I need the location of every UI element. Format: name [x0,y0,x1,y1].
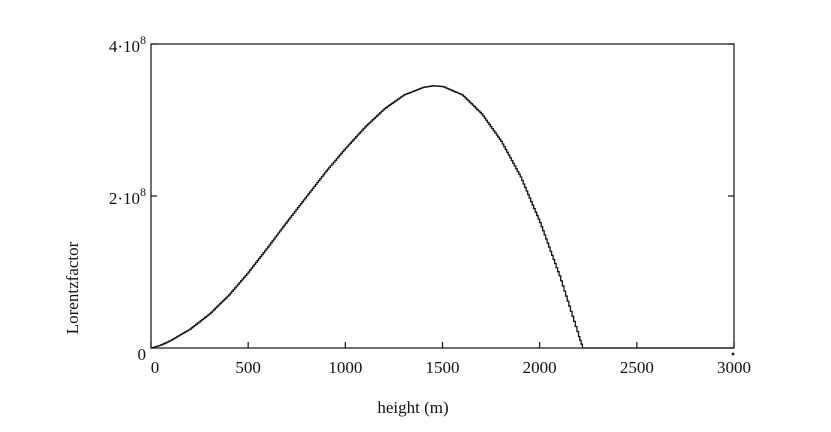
y-axis-title: Lorentzfactor [63,241,82,334]
y-tick-exponent: 8 [140,33,146,47]
x-tick-label: 3000 [717,358,751,377]
x-tick-label: 1000 [328,358,362,377]
x-tick-label: 0 [151,358,160,377]
x-tick-label: 1500 [426,358,460,377]
x-axis-ticks: 0 500 1000 1500 2000 2500 3000 [150,342,751,377]
plot-frame [150,43,735,349]
series-line [151,85,734,349]
axis-end-dot [731,352,735,356]
x-tick-label: 2500 [620,358,654,377]
y-tick-label: 0 [138,345,147,364]
y-tick-label: 4·108 [109,33,146,56]
x-tick-label: 500 [235,358,261,377]
y-tick-mantissa: 4·10 [109,37,140,56]
x-axis-title: height (m) [377,398,448,417]
y-tick-mantissa: 2·10 [109,189,140,208]
series-layer [151,85,735,356]
x-tick-label: 2000 [523,358,557,377]
y-tick-label: 2·108 [109,185,146,208]
y-tick-mantissa: 0 [138,345,147,364]
y-tick-exponent: 8 [140,185,146,199]
